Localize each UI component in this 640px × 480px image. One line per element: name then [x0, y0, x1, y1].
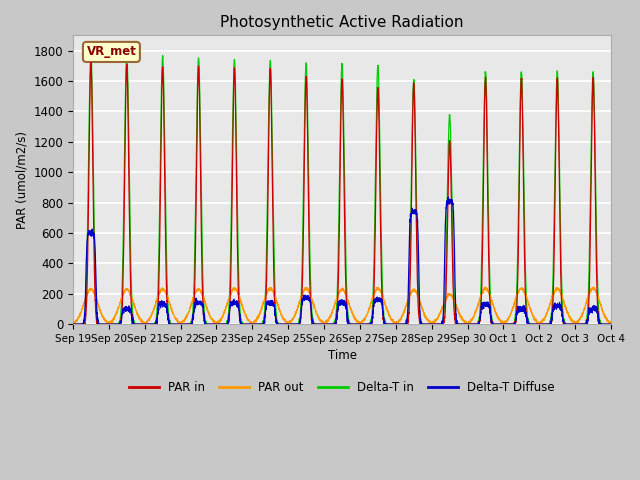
X-axis label: Time: Time [328, 349, 356, 362]
Title: Photosynthetic Active Radiation: Photosynthetic Active Radiation [220, 15, 464, 30]
Legend: PAR in, PAR out, Delta-T in, Delta-T Diffuse: PAR in, PAR out, Delta-T in, Delta-T Dif… [125, 377, 559, 399]
Text: VR_met: VR_met [86, 46, 136, 59]
Y-axis label: PAR (umol/m2/s): PAR (umol/m2/s) [15, 131, 28, 229]
